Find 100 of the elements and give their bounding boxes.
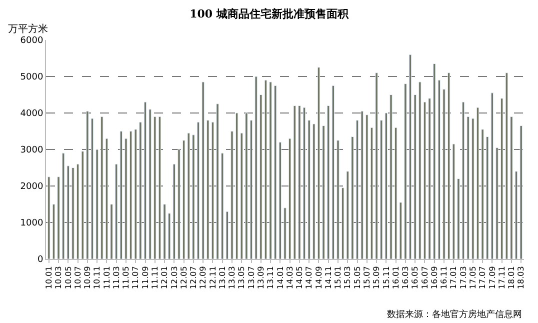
bar — [346, 171, 349, 259]
bar — [433, 63, 436, 259]
bar — [472, 118, 474, 259]
x-tick-label: 13.05 — [237, 266, 246, 290]
bar — [192, 134, 195, 259]
bar — [274, 85, 277, 259]
bar — [399, 202, 402, 259]
bar — [48, 176, 50, 259]
bar — [260, 94, 262, 259]
bar — [278, 142, 282, 259]
bar — [500, 98, 504, 259]
x-tick-label: 14.11 — [324, 266, 333, 290]
bar — [356, 120, 359, 259]
bar — [486, 136, 489, 259]
x-tick-label: 16.03 — [401, 266, 410, 290]
bar — [336, 140, 340, 259]
bar — [308, 120, 310, 259]
bar — [496, 147, 498, 259]
bar — [384, 112, 388, 259]
x-tick-label: 14.09 — [314, 266, 324, 290]
bar — [462, 102, 465, 259]
bar — [375, 72, 378, 259]
y-tick-label: 0 — [37, 255, 44, 266]
bar — [81, 151, 84, 259]
bar — [264, 80, 268, 259]
bar — [288, 138, 292, 259]
bar — [148, 109, 152, 259]
bar — [221, 152, 224, 259]
bar — [428, 98, 431, 259]
x-tick-label: 12.07 — [189, 266, 198, 290]
x-tick-label: 12.03 — [170, 266, 179, 290]
bar — [96, 149, 98, 259]
chart-title: 100 城商品住宅新批准预售面积 — [190, 7, 350, 20]
x-tick-label: 14.03 — [285, 266, 294, 290]
bar — [332, 85, 335, 259]
x-tick-label: 17.07 — [478, 266, 488, 290]
bar — [134, 129, 137, 259]
bar — [168, 213, 171, 259]
x-tick-label: 11.01 — [102, 266, 112, 290]
bar — [476, 107, 480, 259]
bar — [312, 124, 316, 259]
bar — [187, 132, 190, 259]
x-tick-label: 16.09 — [430, 266, 439, 290]
x-tick-label: 15.01 — [334, 266, 343, 290]
x-tick-label: 11.11 — [150, 266, 160, 290]
bar — [466, 116, 470, 259]
x-tick-label: 18.01 — [507, 266, 516, 290]
y-tick-label: 3000 — [20, 146, 44, 156]
x-tick-label: 12.11 — [208, 266, 218, 290]
bar — [302, 107, 306, 259]
bar — [457, 178, 460, 259]
bar — [144, 102, 147, 259]
bar — [129, 131, 132, 259]
bar — [317, 67, 320, 259]
bar — [505, 72, 508, 259]
bar — [66, 166, 70, 259]
bar — [172, 164, 176, 259]
x-tick-label: 12.09 — [198, 266, 208, 290]
y-axis-title: 万平方米 — [8, 23, 48, 35]
y-tick-label: 5000 — [20, 72, 44, 83]
bar — [124, 138, 128, 259]
x-tick-label: 15.09 — [372, 266, 382, 290]
bar — [105, 138, 108, 259]
x-tick-label: 17.09 — [488, 266, 497, 290]
bar — [423, 102, 426, 259]
x-tick-label: 13.03 — [228, 266, 237, 290]
bar — [72, 168, 74, 259]
bar — [370, 127, 374, 259]
bar — [110, 204, 113, 259]
x-tick-label: 13.09 — [256, 266, 266, 290]
bar — [404, 84, 407, 259]
bar — [438, 80, 441, 259]
bar — [360, 110, 364, 259]
bar — [481, 129, 484, 259]
bar — [442, 89, 446, 259]
x-tick-label: 13.01 — [218, 266, 227, 290]
bar — [57, 176, 60, 259]
bar — [100, 116, 104, 259]
x-tick-label: 10.05 — [64, 266, 73, 290]
x-tick-label: 10.11 — [92, 266, 102, 290]
x-tick-label: 14.01 — [276, 266, 285, 290]
bar — [240, 132, 243, 259]
x-tick-label: 10.03 — [54, 266, 64, 290]
bar — [408, 54, 412, 259]
x-tick-label: 15.07 — [362, 266, 372, 290]
bar — [245, 112, 248, 259]
bar — [115, 164, 118, 259]
bar — [86, 110, 89, 259]
bar — [293, 105, 296, 259]
x-tick-label: 10.01 — [44, 266, 54, 290]
bar — [211, 122, 214, 259]
x-tick-label: 11.09 — [140, 266, 150, 290]
bar — [226, 211, 229, 259]
x-tick-label: 17.01 — [449, 266, 458, 290]
x-tick-label: 13.11 — [266, 266, 276, 290]
bar — [202, 82, 204, 259]
bar — [366, 114, 368, 259]
bar — [154, 116, 156, 259]
bar — [452, 144, 455, 259]
x-tick-label: 14.07 — [304, 266, 314, 290]
